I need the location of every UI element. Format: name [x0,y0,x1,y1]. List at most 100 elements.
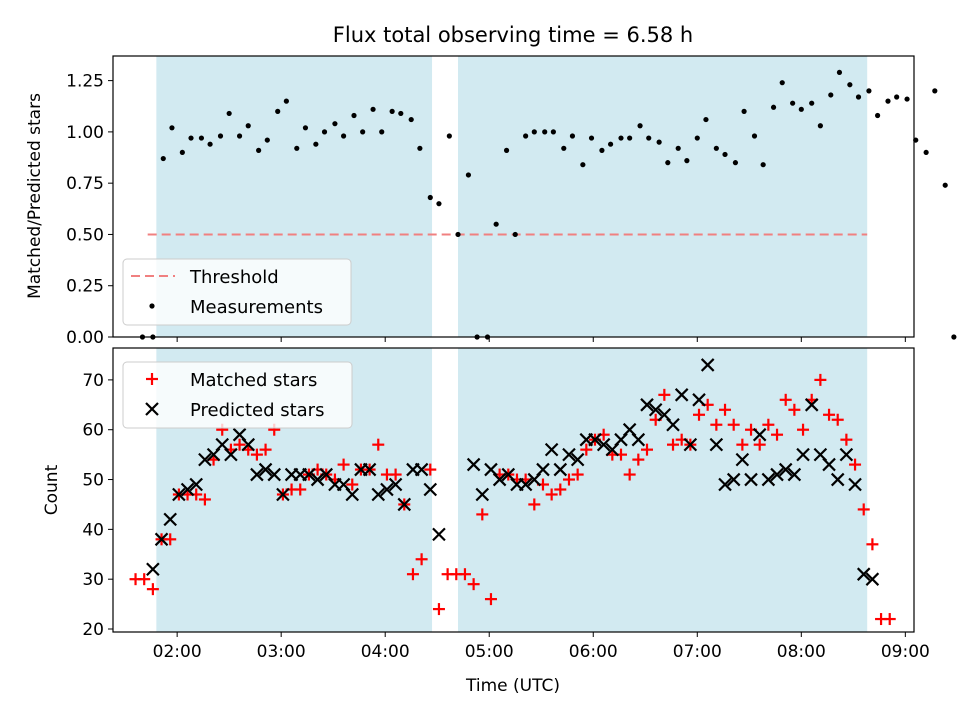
measurement-point [569,133,576,139]
predicted-star-d2 [839,447,854,462]
predicted-star-point [726,472,741,487]
matched-star-point [762,418,775,431]
predicted-star-point [536,462,550,477]
measurement-point [817,123,823,129]
matched-star-point [753,438,766,451]
measurement-point [217,133,224,139]
measurement-point [198,135,205,141]
measurement-points [139,69,957,340]
legend-measurements-label: Measurements [190,297,323,318]
matched-star-point [641,443,653,456]
measurement-point [160,155,166,162]
matched-star-point [138,573,151,586]
predicted-star-point [466,457,481,472]
predicted-star-d2 [692,393,706,407]
y-tick-label: 0.25 [66,277,104,297]
x-tick-label: 05:00 [465,642,514,662]
plot-frame [112,55,915,338]
measurement-point [874,112,881,119]
predicted-star-point [865,572,880,586]
measurement-point [751,133,758,139]
matched-star-point [788,403,801,416]
measurement-point [779,80,785,86]
predicted-star-point [388,477,403,492]
matched-star-point [580,443,593,456]
measurement-point [436,201,442,207]
predicted-star-d2 [224,447,238,462]
measurement-point [618,135,624,141]
predicted-star-d2 [570,452,585,467]
predicted-star-point [666,417,680,432]
predicted-star-d2 [856,567,871,581]
matched-star-point [823,408,836,421]
predicted-star-d2 [466,457,481,472]
measurement-point [455,231,461,238]
predicted-star-d2 [562,447,576,462]
measurement-point [932,88,938,94]
predicted-star-d2 [310,472,325,487]
measurement-point [646,135,652,141]
predicted-star-point [189,477,203,492]
predicted-star-d2 [302,467,316,482]
predicted-star-d2 [536,462,550,477]
measurement-point [465,172,472,178]
measurement-point [741,108,747,114]
predicted-star-point [787,467,802,482]
predicted-star-point [518,477,533,492]
predicted-star-point [596,437,611,452]
predicted-star-point [544,442,559,457]
predicted-star-d2 [189,477,203,492]
predicted-star-point [735,452,750,467]
predicted-star-d2 [848,477,862,492]
predicted-star-d2 [683,437,698,452]
predicted-star-point [648,403,663,417]
predicted-star-d2 [796,447,810,462]
predicted-star-d2 [822,457,836,472]
matched-star-point [432,603,445,616]
matched-star-point [458,568,471,581]
x-tick-label: 06:00 [569,642,618,662]
y-tick-label: 0.00 [66,328,104,348]
matched-star-point [164,533,177,546]
matched-star-point [389,468,402,481]
predicted-star-point [778,462,793,477]
measurement-point [512,231,518,238]
legend: Matched stars Predicted stars [122,361,353,429]
measurement-point [951,334,957,340]
measurement-point [637,123,643,129]
matched-star-point [337,458,350,471]
measurement-point [169,125,175,131]
predicted-star-d2 [631,432,646,447]
x-tick-label: 02:00 [153,642,202,662]
measurement-point [588,135,595,141]
y-tick-label: 0.75 [66,174,104,194]
measurement-point [351,112,357,119]
predicted-star-point [345,487,360,502]
measurement-point [493,221,499,227]
measurement-point [188,135,194,141]
predicted-star-point [570,452,585,467]
y-tick-label: 70 [82,371,104,391]
predicted-star-point [180,482,195,497]
predicted-star-point [796,447,810,462]
matched-star-point [346,478,359,491]
predicted-star-d2 [622,422,637,437]
predicted-star-d2 [154,532,169,547]
predicted-star-d2 [388,477,403,492]
predicted-star-d2 [778,462,793,477]
predicted-star-point [692,393,706,407]
predicted-star-point [492,472,507,487]
measurement-point [264,137,270,143]
predicted-star-point [267,467,282,482]
measurement-point [866,88,872,94]
measurement-point [360,129,366,135]
predicted-star-d2 [380,482,394,497]
predicted-star-point [744,472,758,487]
measurement-point [847,82,853,88]
legend-box [122,361,353,429]
measurement-point [722,151,728,158]
matched-star-point [146,583,159,596]
predicted-star-d2 [700,358,715,372]
matched-star-point [623,468,636,481]
measurement-point [283,98,289,104]
